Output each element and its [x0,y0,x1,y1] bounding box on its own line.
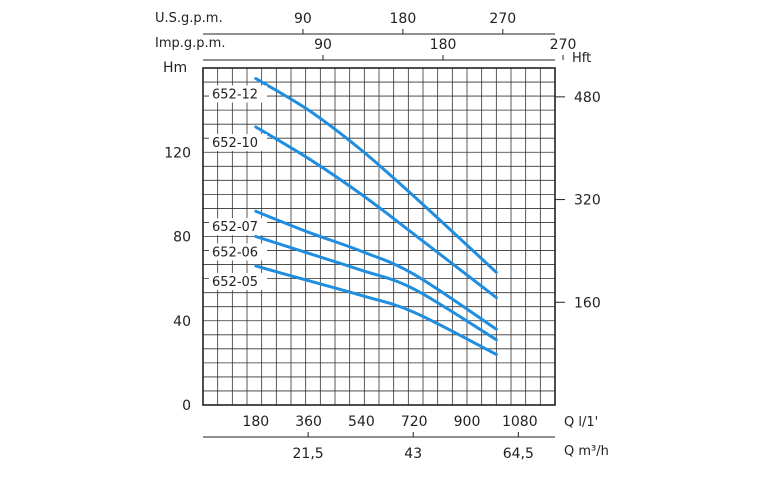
pump-curve-652-06 [254,235,498,342]
x-lmin-tick-label: 540 [348,414,375,430]
pump-curve-652-07 [254,209,498,331]
y-right-tick-label: 160 [574,295,601,311]
x-m3h-unit: Q m³/h [564,444,609,459]
curve-label: 652-10 [212,136,258,151]
x-lmin-tick-label: 900 [454,414,481,430]
y-right-tick-label: 480 [574,90,601,106]
imp-gpm-label: Imp.g.p.m. [155,36,225,51]
curve-label: 652-12 [212,88,258,103]
y-right-tick-label: 320 [574,193,601,209]
x-lmin-tick-label: 180 [242,414,269,430]
pump-curve-652-12 [254,77,498,274]
y-left-unit: Hm [163,60,187,76]
curve-label-bg [209,85,267,103]
us-gpm-tick-label: 270 [489,11,516,27]
y-right-unit: Hft [572,51,591,66]
curve-label-bg [209,243,267,261]
curve-label: 652-07 [212,220,258,235]
imp-gpm-tick-label: 180 [430,37,457,53]
x-lmin-tick-label: 720 [401,414,428,430]
curve-label-bg [209,218,267,236]
plot-frame [202,67,556,406]
x-m3h-tick-label: 43 [404,446,422,462]
y-left-ticks: 0 40 80 120 [164,145,191,414]
x-lmin-unit: Q l/1' [564,415,598,430]
y-right-ticks: 160 320 480 [555,90,601,311]
curve-label: 652-06 [212,246,258,261]
pump-curve-652-10 [254,125,498,300]
imp-gpm-tick-label: 270 [550,37,577,53]
imp-gpm-tick-label: 90 [314,37,332,53]
us-gpm-tick-label: 180 [390,11,417,27]
curve-label-bg [209,133,267,151]
curve-label: 652-05 [212,275,258,290]
x-lmin-tick-label: 360 [295,414,322,430]
pump-curve-652-05 [254,264,498,356]
us-gpm-tick-label: 90 [294,11,312,27]
y-left-tick-label: 40 [173,314,191,330]
us-gpm-ticks: 90 180 270 [294,11,516,34]
x-lmin-ticks: 180 360 540 720 900 1080 [242,414,537,430]
y-left-tick-label: 120 [164,145,191,161]
x-m3h-ticks: 21,5 43 64,5 [293,432,534,462]
y-left-tick-label: 0 [182,398,191,414]
y-left-tick-label: 80 [173,230,191,246]
curve-label-bg [209,272,267,290]
us-gpm-label: U.S.g.p.m. [155,11,223,26]
pump-curves: 652-12 652-10 652-07 652-06 652-05 [209,77,498,356]
x-lmin-tick-label: 1080 [502,414,538,430]
x-m3h-tick-label: 21,5 [293,446,324,462]
x-m3h-tick-label: 64,5 [503,446,534,462]
imp-gpm-ticks: 90 180 270 [314,37,576,60]
